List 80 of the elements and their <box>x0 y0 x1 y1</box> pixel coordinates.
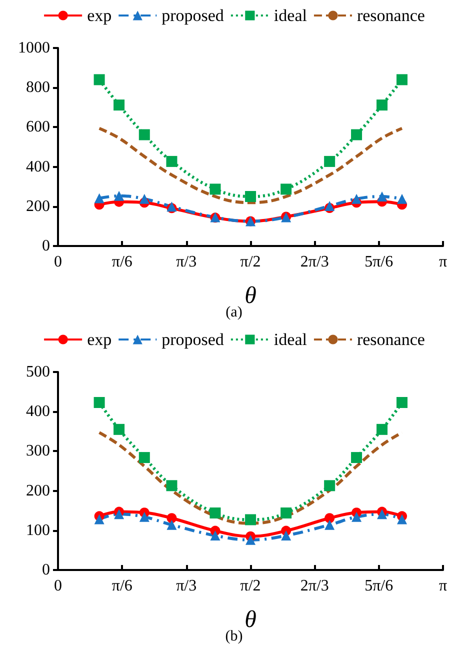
point <box>396 396 408 408</box>
legend-label: resonance <box>356 6 425 25</box>
y-tick-label: 0 <box>42 562 50 578</box>
point <box>114 509 124 520</box>
y-tick-label: 500 <box>26 364 50 380</box>
x-axis-title: θ <box>244 607 257 633</box>
point <box>94 514 104 524</box>
y-tick-label: 0 <box>42 238 50 254</box>
x-tick-label: 5π/6 <box>364 578 394 594</box>
point <box>280 507 292 518</box>
x-tick-label: π <box>438 254 448 270</box>
point <box>376 424 388 435</box>
point <box>351 129 362 140</box>
legend-label: ideal <box>274 6 308 25</box>
point <box>351 452 362 464</box>
point <box>114 190 124 201</box>
x-tick-label: π/6 <box>112 254 132 270</box>
x-tick-label: 5π/6 <box>364 254 394 270</box>
point <box>352 194 362 204</box>
x-tick-label: π <box>438 578 448 594</box>
legend-label: proposed <box>162 6 224 25</box>
point <box>245 514 256 526</box>
point <box>396 74 408 86</box>
x-tick-label: 0 <box>54 254 62 270</box>
legend-label: ideal <box>274 330 308 349</box>
y-tick-label: 600 <box>26 118 50 136</box>
x-tick-label: π/3 <box>176 254 197 270</box>
legend-label: proposed <box>162 330 224 349</box>
y-tick-label: 400 <box>26 403 50 420</box>
x-tick-label: π/2 <box>240 254 261 270</box>
point <box>245 191 256 202</box>
point <box>352 512 362 522</box>
y-tick-label: 300 <box>26 442 50 460</box>
point <box>246 534 256 545</box>
point <box>138 452 150 464</box>
y-tick-label: 200 <box>26 198 50 215</box>
point <box>114 424 125 435</box>
y-tick-label: 800 <box>26 79 50 96</box>
y-tick-label: 200 <box>26 482 50 500</box>
point <box>166 520 177 530</box>
legend-label: exp <box>87 330 112 349</box>
y-tick-label: 1000 <box>18 40 50 56</box>
point <box>166 480 178 492</box>
point <box>324 156 336 167</box>
point <box>139 194 150 204</box>
x-tick-label: π/3 <box>176 578 197 594</box>
point <box>138 129 150 140</box>
point <box>324 520 335 530</box>
point <box>280 184 292 195</box>
point <box>94 193 104 204</box>
x-tick-label: 0 <box>54 578 62 594</box>
legend-label: resonance <box>356 330 425 349</box>
point <box>210 507 221 518</box>
point <box>166 156 178 167</box>
x-axis-title: θ <box>244 283 257 309</box>
point <box>94 74 105 86</box>
line-series <box>98 126 404 204</box>
point <box>396 194 407 204</box>
y-tick-label: 400 <box>26 158 50 176</box>
point <box>139 512 150 522</box>
point <box>324 513 335 524</box>
point <box>377 192 388 202</box>
y-tick-label: 100 <box>26 522 50 539</box>
point <box>396 514 407 524</box>
point <box>210 184 221 195</box>
point <box>210 530 220 541</box>
x-tick-label: π/2 <box>240 578 261 594</box>
point <box>166 513 177 524</box>
point <box>324 480 336 492</box>
point <box>377 509 388 520</box>
point <box>94 396 105 408</box>
point <box>281 530 292 541</box>
point <box>114 100 125 111</box>
text: (a) <box>226 304 242 320</box>
legend-label: exp <box>87 6 112 25</box>
x-tick-label: π/6 <box>112 578 132 594</box>
x-tick-label: 2π/3 <box>300 578 329 594</box>
x-tick-label: 2π/3 <box>300 254 329 270</box>
text: (b) <box>225 628 243 644</box>
point <box>376 100 388 111</box>
